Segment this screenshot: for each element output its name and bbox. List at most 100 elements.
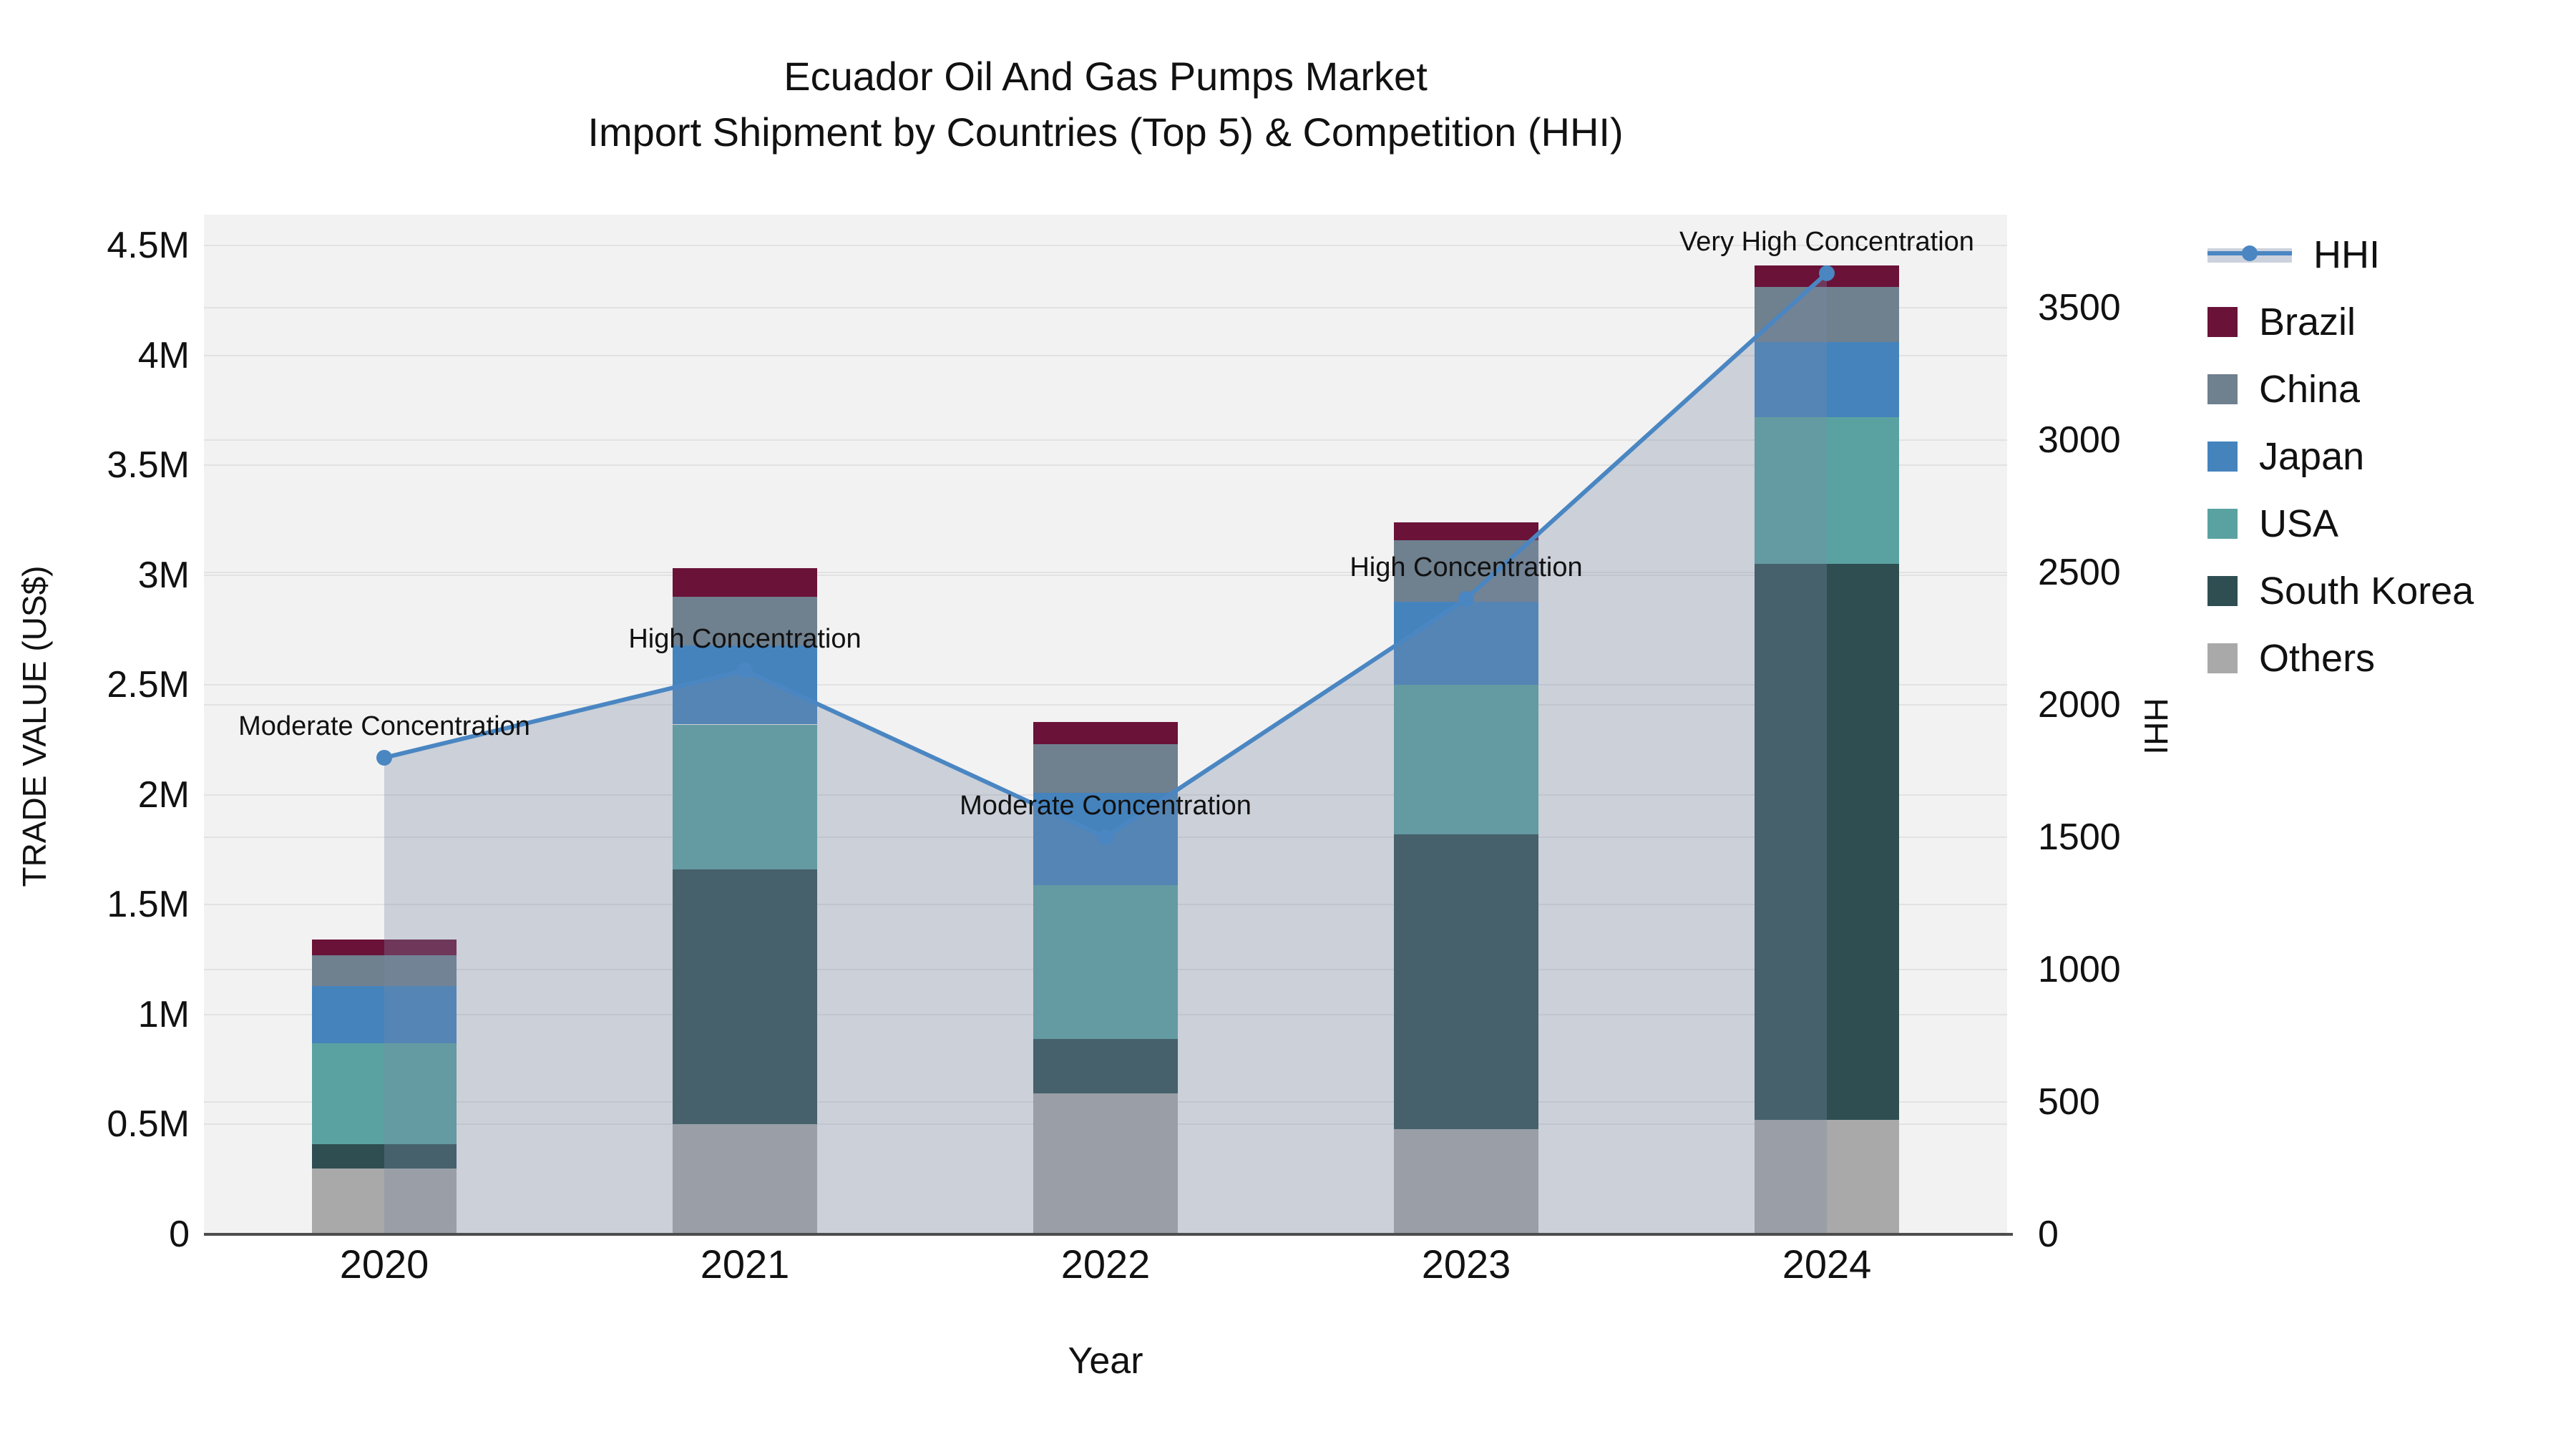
legend-label: HHI: [2313, 233, 2380, 276]
y2-tick-2000: 2000: [2038, 683, 2121, 726]
annotation-2021: High Concentration: [628, 623, 862, 654]
x-axis-line: [204, 1233, 2013, 1236]
legend-swatch-china: [2207, 374, 2238, 404]
hhi-marker-2022[interactable]: [1098, 829, 1113, 845]
legend-line-dot: [2242, 245, 2258, 261]
annotation-2020: Moderate Concentration: [238, 711, 530, 741]
legend-label: Brazil: [2259, 301, 2356, 343]
x-tick-2022: 2022: [1060, 1241, 1151, 1287]
gridline-hhi: [204, 703, 2007, 706]
stacked-bar-2023[interactable]: [1394, 215, 1538, 1234]
bar-segment-others[interactable]: [312, 1168, 457, 1234]
y-tick-1M: 1M: [137, 993, 190, 1035]
bar-segment-usa[interactable]: [312, 1043, 457, 1145]
legend-label: South Korea: [2259, 570, 2474, 613]
hhi-marker-2024[interactable]: [1819, 265, 1835, 281]
legend-item-south-korea[interactable]: South Korea: [2207, 570, 2474, 613]
legend-label: Japan: [2259, 435, 2365, 478]
gridline-trade-value: [204, 574, 2007, 576]
bar-segment-others[interactable]: [673, 1124, 817, 1234]
bar-segment-south-korea[interactable]: [312, 1144, 457, 1169]
legend: HHI Brazil China Japan USA South Korea Others: [2207, 233, 2474, 706]
y2-axis-title: HHI: [2137, 698, 2175, 755]
gridline-hhi: [204, 571, 2007, 573]
bar-segment-south-korea[interactable]: [1755, 564, 1899, 1121]
stacked-bar-2020[interactable]: [312, 215, 457, 1234]
bar-segment-japan[interactable]: [1755, 342, 1899, 417]
gridline-trade-value: [204, 464, 2007, 467]
annotation-2023: High Concentration: [1350, 552, 1583, 582]
y2-tick-3500: 3500: [2038, 286, 2121, 328]
y-tick-0: 0: [169, 1214, 190, 1255]
plot-area: Moderate Concentration High Concentration…: [204, 215, 2007, 1234]
gridline-trade-value: [204, 244, 2007, 246]
y-tick-2M: 2M: [137, 774, 190, 816]
hhi-area-fill: [384, 273, 1827, 1234]
gridline-hhi: [204, 439, 2007, 441]
bar-segment-usa[interactable]: [1394, 685, 1538, 835]
y-tick-1.5M: 1.5M: [107, 884, 190, 926]
bar-segment-south-korea[interactable]: [673, 869, 817, 1125]
y2-tick-500: 500: [2038, 1080, 2100, 1123]
x-tick-2020: 2020: [339, 1241, 429, 1287]
bar-segment-china[interactable]: [1033, 744, 1178, 793]
bar-segment-usa[interactable]: [1033, 884, 1178, 1039]
legend-item-others[interactable]: Others: [2207, 637, 2474, 680]
bar-segment-others[interactable]: [1394, 1128, 1538, 1234]
chart-title: Ecuador Oil And Gas Pumps Market Import …: [204, 49, 2007, 160]
hhi-line-icon: [2207, 244, 2292, 265]
gridline-hhi: [204, 306, 2007, 308]
hhi-line-layer: [376, 265, 1835, 1234]
bar-segment-brazil[interactable]: [673, 568, 817, 597]
legend-item-brazil[interactable]: Brazil: [2207, 301, 2474, 343]
bar-segment-china[interactable]: [312, 955, 457, 986]
y-axis-title: TRADE VALUE (US$): [16, 565, 53, 887]
y-tick-2.5M: 2.5M: [107, 664, 190, 706]
x-tick-2023: 2023: [1421, 1241, 1511, 1287]
x-tick-2021: 2021: [700, 1241, 790, 1287]
y-tick-4M: 4M: [137, 334, 190, 376]
bar-segment-south-korea[interactable]: [1394, 834, 1538, 1129]
y2-tick-0: 0: [2038, 1214, 2059, 1255]
bar-segment-usa[interactable]: [1755, 416, 1899, 565]
y2-tick-2500: 2500: [2038, 551, 2121, 593]
x-tick-2024: 2024: [1782, 1241, 1872, 1287]
legend-swatch-usa: [2207, 509, 2238, 539]
y-tick-0.5M: 0.5M: [107, 1103, 190, 1146]
legend-item-usa[interactable]: USA: [2207, 502, 2474, 545]
bar-segment-south-korea[interactable]: [1033, 1038, 1178, 1094]
legend-item-japan[interactable]: Japan: [2207, 435, 2474, 478]
bar-segment-japan[interactable]: [312, 985, 457, 1043]
legend-item-hhi[interactable]: HHI: [2207, 233, 2474, 276]
hhi-marker-2021[interactable]: [737, 662, 753, 678]
y2-tick-1500: 1500: [2038, 816, 2121, 858]
legend-swatch-south-korea: [2207, 576, 2238, 606]
stacked-bar-2021[interactable]: [673, 215, 817, 1234]
legend-swatch-others: [2207, 643, 2238, 673]
chart-title-line1: Ecuador Oil And Gas Pumps Market: [784, 54, 1428, 99]
bar-segment-others[interactable]: [1755, 1120, 1899, 1234]
annotation-2024: Very High Concentration: [1679, 226, 1974, 257]
legend-swatch-brazil: [2207, 307, 2238, 337]
hhi-marker-2020[interactable]: [376, 749, 392, 766]
bar-segment-japan[interactable]: [673, 645, 817, 725]
y2-tick-3000: 3000: [2038, 419, 2121, 461]
stacked-bar-2024[interactable]: [1755, 215, 1899, 1234]
legend-label: China: [2259, 368, 2361, 411]
bar-segment-brazil[interactable]: [1394, 522, 1538, 540]
bar-segment-china[interactable]: [673, 597, 817, 645]
bar-segment-others[interactable]: [1033, 1093, 1178, 1234]
y2-tick-1000: 1000: [2038, 948, 2121, 990]
y-tick-3.5M: 3.5M: [107, 444, 190, 487]
bar-segment-usa[interactable]: [673, 724, 817, 870]
bar-segment-brazil[interactable]: [312, 940, 457, 955]
bar-segment-brazil[interactable]: [1033, 722, 1178, 745]
legend-item-china[interactable]: China: [2207, 368, 2474, 411]
hhi-marker-2023[interactable]: [1458, 590, 1474, 607]
y-tick-3M: 3M: [137, 554, 190, 596]
chart-title-line2: Import Shipment by Countries (Top 5) & C…: [587, 109, 1624, 155]
gridline-trade-value: [204, 684, 2007, 686]
legend-label: USA: [2259, 502, 2339, 545]
bar-segment-japan[interactable]: [1394, 601, 1538, 686]
